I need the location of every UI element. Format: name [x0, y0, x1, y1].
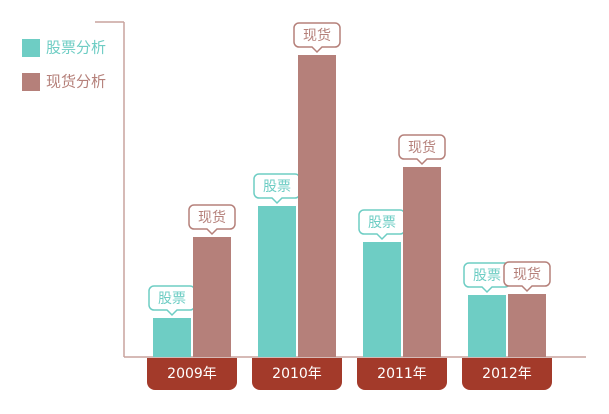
x-tick-label: 2009年: [167, 366, 217, 382]
callout-label: 股票: [368, 215, 396, 231]
bar: [508, 294, 546, 357]
legend-label: 现货分析: [46, 73, 106, 91]
callout-label: 现货: [513, 266, 541, 283]
category-tab: [462, 358, 552, 390]
x-tick-label: 2010年: [272, 366, 322, 382]
x-tick-label: 2011年: [377, 366, 427, 382]
callout-box: [188, 204, 236, 236]
callout-label: 现货: [408, 139, 436, 156]
legend-swatch: [22, 39, 40, 57]
callout-label: 股票: [473, 268, 501, 284]
callout-label: 股票: [263, 179, 291, 195]
bar: [363, 242, 401, 357]
bar: [258, 206, 296, 357]
category-tab: [357, 358, 447, 390]
bar: [153, 318, 191, 357]
callout-label: 现货: [198, 209, 226, 226]
callout-box: [293, 22, 341, 54]
bar: [403, 167, 441, 357]
bar: [298, 55, 336, 357]
legend-swatch: [22, 73, 40, 91]
callout-label: 现货: [303, 27, 331, 44]
x-tick-label: 2012年: [482, 366, 532, 382]
callout-box: [503, 261, 551, 293]
category-tab: [252, 358, 342, 390]
callout-box: [398, 134, 446, 166]
callout-label: 股票: [158, 291, 186, 307]
bar: [468, 295, 506, 357]
bar: [193, 237, 231, 357]
legend-label: 股票分析: [46, 39, 106, 57]
category-tab: [147, 358, 237, 390]
